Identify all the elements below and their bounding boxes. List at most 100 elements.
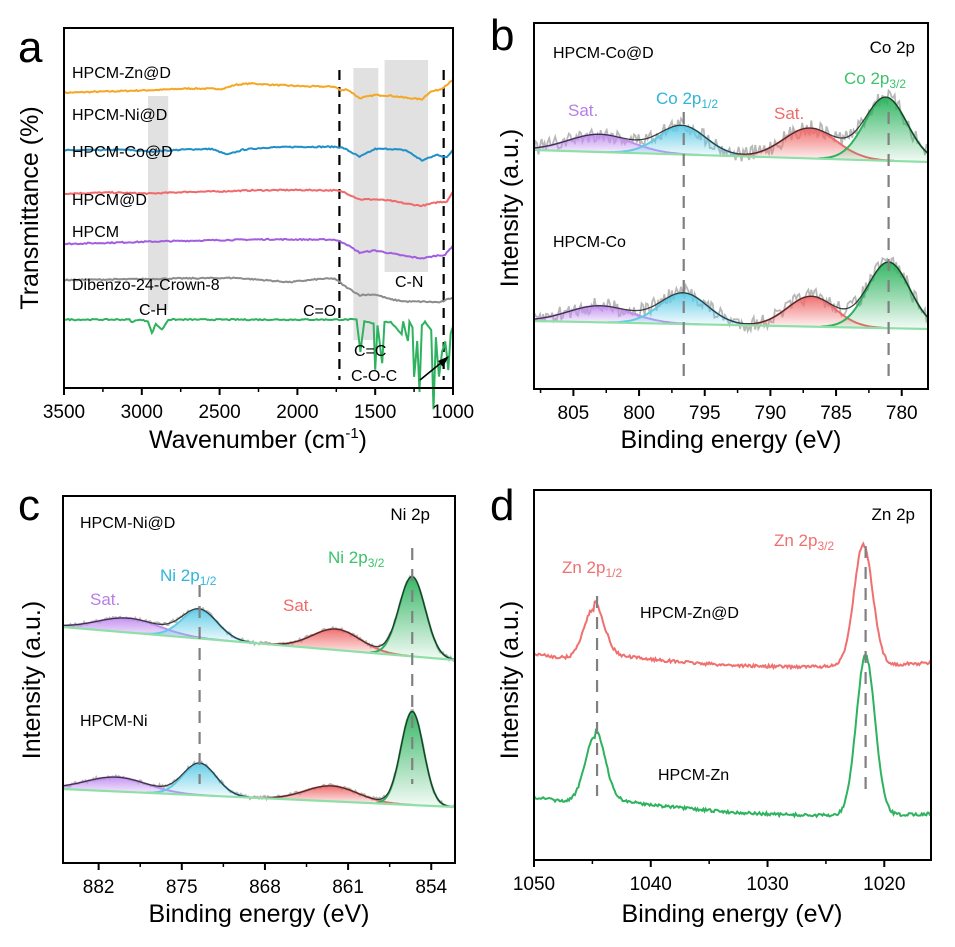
peak-label-main: Sat. (568, 101, 598, 120)
series-line-hpcm (63, 276, 454, 304)
peak-fill (606, 125, 759, 157)
panel-letter-a: a (18, 23, 43, 72)
tick-label: 2500 (198, 402, 240, 423)
co-2p-spectra: HPCM-Co@D HPCM-Co Sat. Co 2p1/2 Sat. Co 2p3/2 (533, 45, 929, 380)
tick-label: 1040 (630, 874, 672, 895)
peak-label-main: Sat. (90, 590, 120, 609)
background-line (533, 148, 929, 164)
tick-label: 875 (166, 877, 198, 898)
tick-label: 785 (820, 403, 852, 424)
series-label: HPCM-Ni@D (72, 107, 167, 124)
tick-label: 3500 (43, 402, 85, 423)
peak-label-sub: 3/2 (368, 556, 385, 570)
peak-label: Sat. (568, 101, 598, 120)
series-label: HPCM (72, 224, 119, 241)
peak-label-sub: 1/2 (701, 97, 718, 111)
x-axis-label-end: ) (359, 426, 367, 454)
series-label: HPCM@D (72, 192, 147, 209)
peak-fill (247, 785, 416, 806)
peak-fill (821, 262, 928, 329)
dashed-reference-lines (338, 70, 445, 380)
peak-fill (534, 134, 701, 156)
x-axis-label: Wavenumber (cm-1) (149, 425, 367, 454)
series-label: HPCM-Zn@D (72, 65, 171, 82)
series-line-hpcm-co-d (63, 188, 454, 208)
x-axis-ticks: 3500 3000 2500 2000 1500 1000 (43, 388, 474, 423)
peak-label-main: Sat. (774, 104, 804, 123)
series-label: HPCM-Co@D (72, 144, 173, 161)
peak-label-main: Zn 2p (562, 558, 605, 577)
peak-label-sub: 3/2 (889, 77, 906, 91)
background-line (62, 625, 456, 662)
peak-label: Ni 2p3/2 (328, 548, 385, 570)
band-annotations: C-H C=O C=C C-N C-O-C (139, 274, 423, 385)
sample-label: HPCM-Ni@D (80, 515, 175, 532)
envelope-line (533, 96, 929, 155)
y-axis-label: Intensity (a.u.) (496, 601, 524, 759)
series-line-dibenzo-24-crown-8 (63, 317, 454, 410)
series-label: Dibenzo-24-Crown-8 (72, 277, 220, 294)
sample-label: HPCM-Zn (658, 767, 729, 784)
tick-label: 854 (415, 877, 447, 898)
tick-label: 1030 (746, 874, 788, 895)
series-line-hpcm-zn-d (63, 79, 454, 101)
y-axis-label: Intensity (a.u.) (496, 129, 524, 287)
x-axis-label-main: Wavenumber (cm (149, 426, 345, 454)
sample-label: HPCM-Co (553, 234, 626, 251)
panel-title: Ni 2p (390, 505, 430, 524)
y-axis-label: Intensity (a.u.) (18, 601, 46, 759)
shaded-band (384, 60, 429, 272)
band-annotation: C=O (303, 303, 336, 320)
peak-label-main: Sat. (283, 596, 313, 615)
x-axis-ticks: 1050 1040 1030 1020 (513, 860, 905, 895)
x-axis-label-sup: -1 (345, 425, 358, 442)
x-axis-ticks: 805 800 795 790 785 780 (539, 389, 918, 424)
peak-label: Sat. (774, 104, 804, 123)
c-o-c-arrowhead (438, 356, 449, 367)
x-axis-label: Binding energy (eV) (622, 900, 843, 928)
sample-label: HPCM-Co@D (553, 45, 654, 62)
tick-label: 795 (689, 403, 721, 424)
x-axis-label: Binding energy (eV) (621, 426, 842, 454)
peak-label-main: Zn 2p (774, 531, 817, 550)
sample-label: HPCM-Zn@D (640, 605, 739, 622)
peak-label-sub: 1/2 (200, 574, 217, 588)
tick-label: 861 (332, 877, 364, 898)
tick-label: 868 (249, 877, 281, 898)
shaded-band (353, 68, 379, 340)
background-line (62, 787, 456, 809)
y-axis-label: Transmittance (%) (16, 106, 44, 309)
ftir-series (63, 79, 454, 410)
tick-label: 882 (83, 877, 115, 898)
panel-letter-b: b (490, 11, 514, 60)
panel-letter-d: d (490, 481, 514, 530)
spectrum-line-hpcm-zn (533, 653, 932, 819)
peak-fill (142, 609, 257, 644)
sample-label: HPCM-Ni (80, 713, 148, 730)
tick-label: 1000 (432, 402, 474, 423)
plot-frame (533, 489, 932, 861)
peak-label: Sat. (283, 596, 313, 615)
envelope-line (533, 261, 929, 325)
band-annotation: C-N (395, 274, 423, 291)
peak-label: Zn 2p3/2 (774, 531, 834, 553)
x-axis-label: Binding energy (eV) (149, 900, 370, 928)
peak-label-main: Ni 2p (328, 548, 368, 567)
ftir-panel: HPCM-Zn@D HPCM-Ni@D HPCM-Co@D HPCM@D HPCM Dib… (16, 27, 474, 454)
background-line (533, 319, 929, 331)
band-annotation: C-O-C (351, 368, 397, 385)
peak-label-main: Co 2p (844, 69, 889, 88)
peak-label: Co 2p1/2 (656, 89, 718, 111)
panel-title: Zn 2p (872, 505, 915, 524)
panel-letter-c: c (18, 481, 40, 530)
series-labels: HPCM-Zn@D HPCM-Ni@D HPCM-Co@D HPCM@D HPCM Dib… (72, 65, 220, 294)
tick-label: 805 (558, 403, 590, 424)
tick-label: 790 (755, 403, 787, 424)
tick-label: 1500 (354, 402, 396, 423)
tick-label: 3000 (121, 402, 163, 423)
peak-label: Ni 2p1/2 (160, 566, 217, 588)
